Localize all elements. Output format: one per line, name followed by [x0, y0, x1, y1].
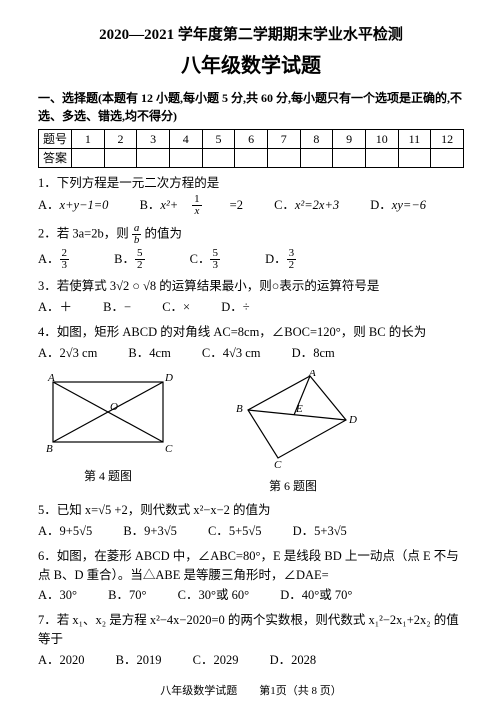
grid-col: 10	[365, 129, 398, 148]
q2-stem: 2．若 3a=2b，则 ab 的值为	[38, 223, 464, 246]
table-row: 题号 1 2 3 4 5 6 7 8 9 10 11 12	[39, 129, 464, 148]
q1-optA: x+y−1=0	[60, 198, 109, 212]
grid-label: 题号	[39, 129, 72, 148]
grid-label: 答案	[39, 148, 72, 167]
q4-optC: 4√3 cm	[223, 346, 261, 360]
svg-text:A: A	[308, 370, 316, 379]
svg-text:D: D	[164, 372, 173, 384]
q4-stem: 4．如图，矩形 ABCD 的对角线 AC=8cm，∠BOC=120°，则 BC …	[38, 323, 464, 342]
grid-col: 6	[235, 129, 268, 148]
q4-options: A．2√3 cm B．4cm C．4√3 cm D．8cm	[38, 344, 464, 363]
exam-title: 八年级数学试题	[38, 51, 464, 81]
q6-stem: 6．如图，在菱形 ABCD 中，∠ABC=80°，E 是线段 BD 上一动点（点…	[38, 547, 464, 585]
q4-optD: 8cm	[313, 346, 335, 360]
figure-q4: A D B C O 第 4 题图	[38, 370, 178, 485]
table-row: 答案	[39, 148, 464, 167]
q6-optD: 40°或 70°	[302, 588, 353, 602]
svg-text:D: D	[348, 414, 357, 426]
figures-row: A D B C O 第 4 题图 A B C D E 第 6 题图	[38, 370, 464, 495]
q2-C-d: 3	[210, 260, 220, 271]
grid-col: 3	[137, 129, 170, 148]
q3-optC: ×	[183, 300, 190, 314]
q2-stem-text: 2．若 3a=2b，则	[38, 227, 132, 241]
grid-col: 2	[104, 129, 137, 148]
q7-stem: 7．若 x₁、x₂ 是方程 x²−4x−2020=0 的两个实数根，则代数式 x…	[38, 611, 464, 649]
grid-col: 5	[202, 129, 235, 148]
q2-B-d: 2	[135, 260, 145, 271]
q1-optC: x²=2x+3	[295, 198, 339, 212]
q3-optD: ÷	[243, 300, 250, 314]
q1-optB: x²+	[160, 198, 178, 212]
q7-optB: 2019	[137, 653, 162, 667]
q1-optD: xy=−6	[392, 198, 426, 212]
grid-col: 11	[398, 129, 431, 148]
q7-optD: 2028	[291, 653, 316, 667]
svg-text:B: B	[46, 443, 53, 455]
fig6-caption: 第 6 题图	[218, 477, 368, 495]
q4-optB: 4cm	[149, 346, 171, 360]
q5-optD: 5+3√5	[314, 524, 347, 538]
q1-optB-tail: =2	[230, 198, 243, 212]
q2-options: A．23 B．52 C．53 D．32	[38, 248, 464, 271]
grid-col: 9	[333, 129, 366, 148]
q6-optB: 70°	[129, 588, 147, 602]
exam-header: 2020—2021 学年度第二学期期末学业水平检测	[38, 24, 464, 47]
q7-options: A．2020 B．2019 C．2029 D．2028	[38, 651, 464, 670]
q2-D-d: 2	[287, 260, 297, 271]
svg-text:E: E	[295, 403, 303, 415]
svg-text:B: B	[236, 403, 243, 415]
q2-A-d: 3	[60, 260, 70, 271]
q6-optA: 30°	[60, 588, 78, 602]
answer-grid: 题号 1 2 3 4 5 6 7 8 9 10 11 12 答案	[38, 129, 464, 168]
grid-col: 1	[72, 129, 105, 148]
q7-optC: 2029	[213, 653, 238, 667]
svg-text:C: C	[165, 443, 173, 455]
q2-stem-tail: 的值为	[141, 227, 182, 241]
q3-options: A．＋ B．− C．× D．÷	[38, 298, 464, 317]
q7-optA: 2020	[60, 653, 85, 667]
grid-col: 4	[169, 129, 202, 148]
q5-optB: 9+3√5	[144, 524, 177, 538]
q5-optA: 9+5√5	[60, 524, 93, 538]
section-i-title: 一、选择题(本题有 12 小题,每小题 5 分,共 60 分,每小题只有一个选项…	[38, 89, 464, 125]
svg-text:C: C	[274, 459, 282, 470]
q6-optC: 30°或 60°	[198, 588, 249, 602]
q1-stem: 1．下列方程是一元二次方程的是	[38, 174, 464, 193]
grid-col: 7	[267, 129, 300, 148]
q5-optC: 5+5√5	[229, 524, 262, 538]
q3-optB: −	[124, 300, 131, 314]
svg-text:A: A	[47, 372, 55, 384]
figure-q6: A B C D E 第 6 题图	[218, 370, 368, 495]
q6-options: A．30° B．70° C．30°或 60° D．40°或 70°	[38, 586, 464, 605]
page-footer: 八年级数学试题 第1页（共 8 页）	[38, 683, 464, 700]
q5-options: A．9+5√5 B．9+3√5 C．5+5√5 D．5+3√5	[38, 522, 464, 541]
q1-options: A．x+y−1=0 B．x²+1x=2 C．x²=2x+3 D．xy=−6	[38, 194, 464, 217]
svg-text:O: O	[110, 401, 118, 413]
q5-stem: 5．已知 x=√5 +2，则代数式 x²−x−2 的值为	[38, 501, 464, 520]
grid-col: 12	[431, 129, 464, 148]
q3-stem: 3．若使算式 3√2 ○ √8 的运算结果最小，则○表示的运算符号是	[38, 277, 464, 296]
fig4-caption: 第 4 题图	[38, 467, 178, 485]
q3-optA: ＋	[60, 300, 73, 314]
grid-col: 8	[300, 129, 333, 148]
q4-optA: 2√3 cm	[60, 346, 98, 360]
